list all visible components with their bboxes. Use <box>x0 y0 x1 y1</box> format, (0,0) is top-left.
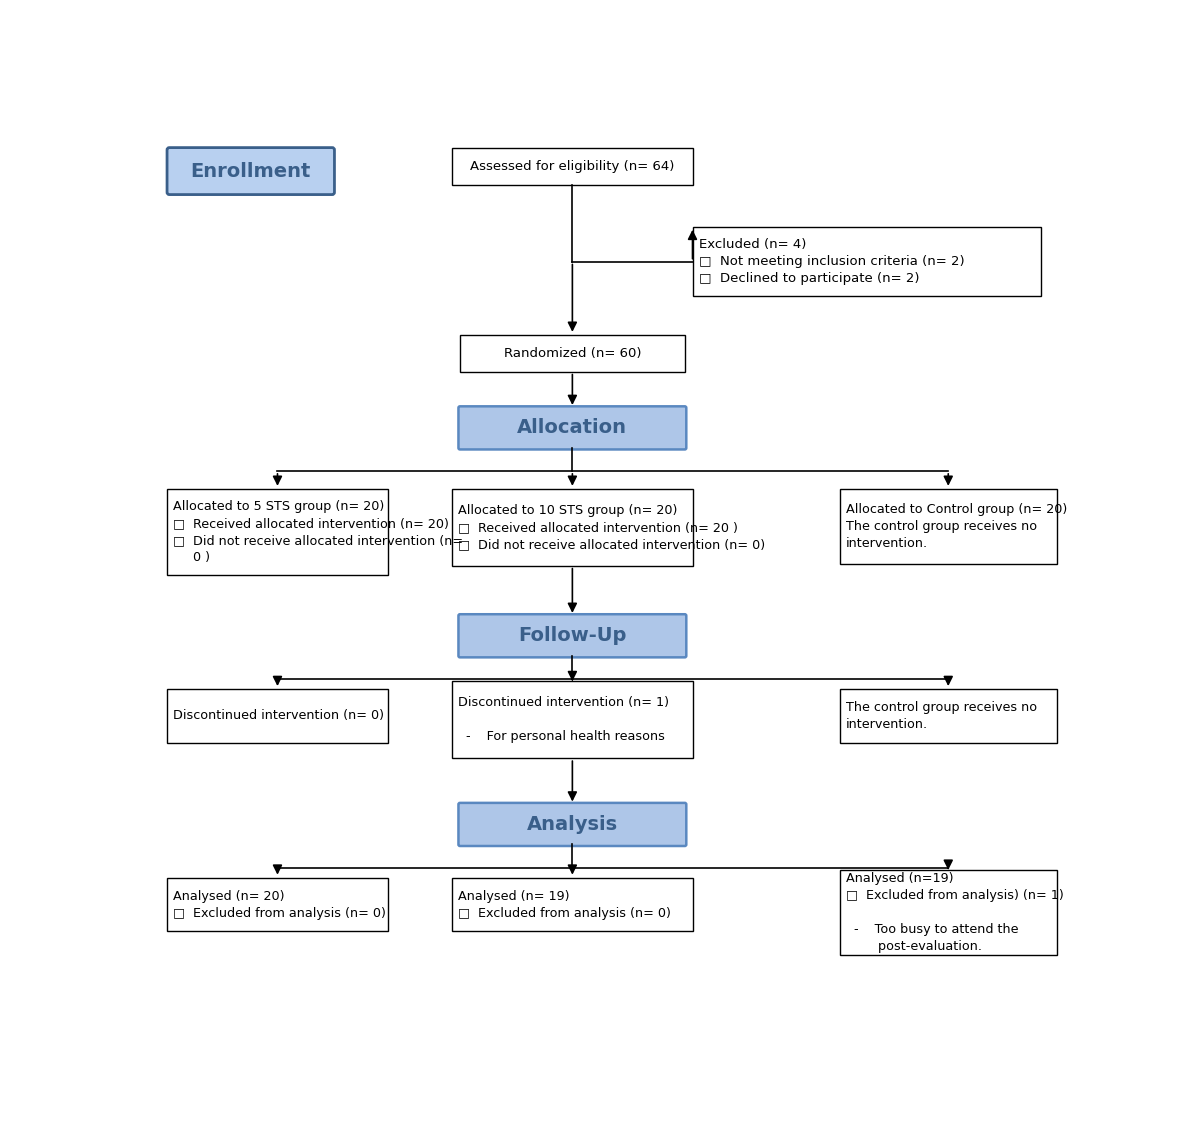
Text: Enrollment: Enrollment <box>191 161 311 180</box>
FancyBboxPatch shape <box>452 489 692 566</box>
FancyBboxPatch shape <box>840 689 1057 743</box>
Text: Analysed (n= 20)
□  Excluded from analysis (n= 0): Analysed (n= 20) □ Excluded from analysi… <box>173 890 386 919</box>
FancyBboxPatch shape <box>452 878 692 932</box>
FancyBboxPatch shape <box>840 489 1057 564</box>
FancyBboxPatch shape <box>460 335 685 372</box>
Text: Allocated to 5 STS group (n= 20)
□  Received allocated intervention (n= 20)
□  D: Allocated to 5 STS group (n= 20) □ Recei… <box>173 500 463 564</box>
Text: Randomized (n= 60): Randomized (n= 60) <box>504 346 641 360</box>
Text: Discontinued intervention (n= 1)

  -    For personal health reasons: Discontinued intervention (n= 1) - For p… <box>458 696 670 743</box>
Text: Analysis: Analysis <box>527 815 618 834</box>
FancyBboxPatch shape <box>452 148 692 185</box>
Text: Allocated to 10 STS group (n= 20)
□  Received allocated intervention (n= 20 )
□ : Allocated to 10 STS group (n= 20) □ Rece… <box>458 503 766 550</box>
FancyBboxPatch shape <box>458 803 686 846</box>
FancyBboxPatch shape <box>458 614 686 657</box>
Text: Allocation: Allocation <box>517 418 628 437</box>
Text: Assessed for eligibility (n= 64): Assessed for eligibility (n= 64) <box>470 160 674 174</box>
FancyBboxPatch shape <box>167 689 388 743</box>
FancyBboxPatch shape <box>167 148 335 195</box>
FancyBboxPatch shape <box>840 870 1057 955</box>
Text: Allocated to Control group (n= 20)
The control group receives no
intervention.: Allocated to Control group (n= 20) The c… <box>846 503 1067 550</box>
Text: The control group receives no
intervention.: The control group receives no interventi… <box>846 701 1037 731</box>
FancyBboxPatch shape <box>452 682 692 758</box>
Text: Excluded (n= 4)
□  Not meeting inclusion criteria (n= 2)
□  Declined to particip: Excluded (n= 4) □ Not meeting inclusion … <box>698 238 965 285</box>
Text: Follow-Up: Follow-Up <box>518 627 626 646</box>
FancyBboxPatch shape <box>167 489 388 575</box>
FancyBboxPatch shape <box>458 406 686 450</box>
Text: Discontinued intervention (n= 0): Discontinued intervention (n= 0) <box>173 710 384 722</box>
Text: Analysed (n=19)
□  Excluded from analysis) (n= 1)

  -    Too busy to attend the: Analysed (n=19) □ Excluded from analysis… <box>846 872 1063 953</box>
Text: Analysed (n= 19)
□  Excluded from analysis (n= 0): Analysed (n= 19) □ Excluded from analysi… <box>458 890 671 919</box>
FancyBboxPatch shape <box>167 878 388 932</box>
FancyBboxPatch shape <box>692 226 1042 296</box>
